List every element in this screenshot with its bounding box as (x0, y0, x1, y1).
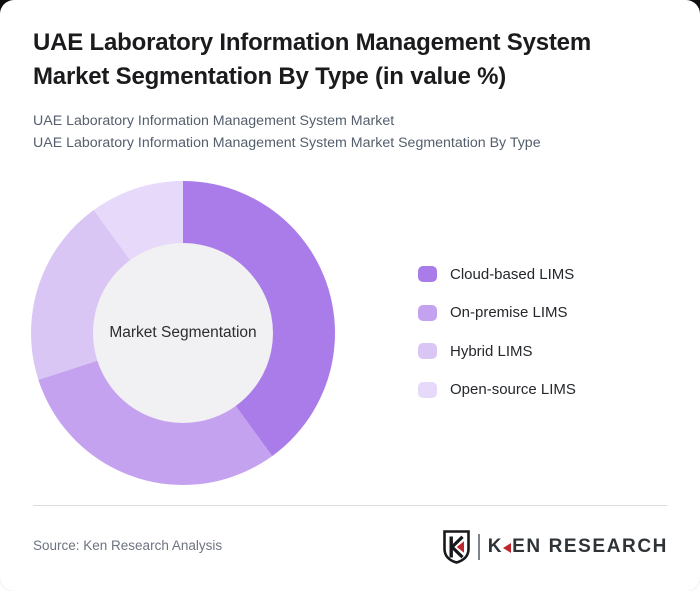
legend-item: Hybrid LIMS (418, 342, 576, 360)
legend-swatch (418, 381, 437, 398)
legend-item: On-premise LIMS (418, 304, 576, 321)
donut-center-label: Market Segmentation (109, 324, 257, 341)
source-text: Source: Ken Research Analysis (33, 538, 223, 553)
subtitle-line-1: UAE Laboratory Information Management Sy… (33, 113, 395, 129)
brand-rest: EN RESEARCH (512, 536, 668, 557)
legend-label: On-premise LIMS (450, 304, 568, 321)
shield-red-triangle-icon (456, 541, 464, 553)
shield-k-icon (442, 530, 470, 564)
legend-swatch (418, 266, 437, 282)
legend-item: Cloud-based LIMS (418, 265, 576, 283)
brand-letter-k: K (487, 536, 504, 557)
legend-label: Open-source LIMS (450, 381, 576, 398)
subtitle-block: UAE Laboratory Information Management Sy… (33, 111, 673, 154)
brand-red-triangle-icon (503, 542, 512, 553)
legend-label: Hybrid LIMS (450, 342, 533, 360)
brand-wordmark: K EN RESEARCH (488, 536, 668, 558)
ken-research-logo: K EN RESEARCH (442, 529, 668, 565)
footer-divider (33, 505, 667, 506)
legend-swatch (418, 343, 437, 359)
donut-chart: Market Segmentation (31, 181, 335, 485)
page-title: UAE Laboratory Information Management Sy… (33, 29, 591, 90)
subtitle-line-2: UAE Laboratory Information Management Sy… (33, 134, 541, 151)
donut-hole: Market Segmentation (93, 243, 273, 423)
logo-separator (477, 534, 480, 560)
legend-item: Open-source LIMS (418, 381, 576, 398)
legend-swatch (418, 304, 437, 321)
legend: Cloud-based LIMS On-premise LIMS Hybrid LI… (418, 266, 576, 420)
legend-label: Cloud-based LIMS (450, 265, 575, 283)
